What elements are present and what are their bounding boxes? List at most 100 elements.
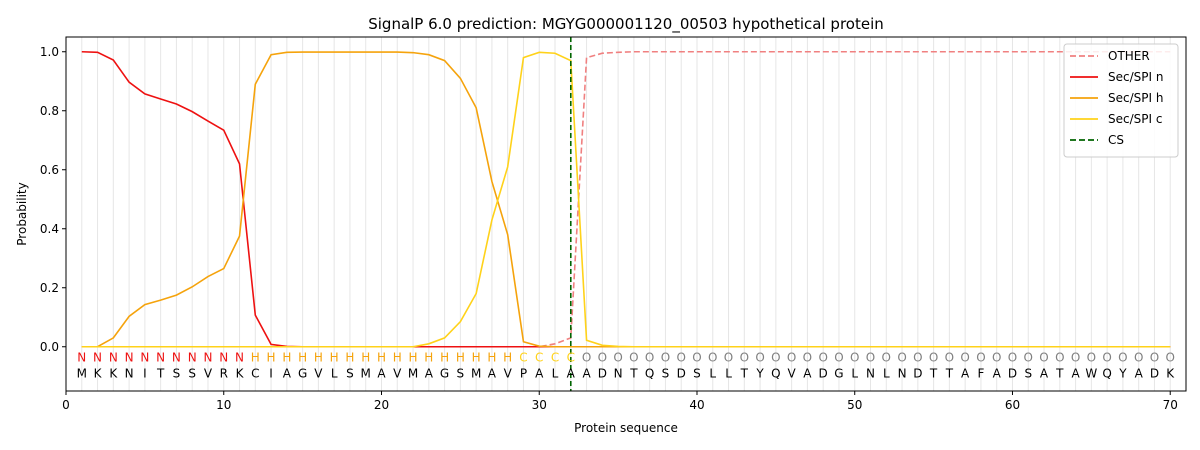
- region-label: H: [314, 351, 323, 365]
- residue-letter: A: [488, 367, 497, 381]
- residue-letter: I: [269, 367, 273, 381]
- region-label: O: [976, 351, 985, 365]
- axes: 0 10 20 30 40 50 60 70 0.0 0.2 0.4 0.6 0.8 1.0: [40, 45, 1178, 412]
- region-label: O: [803, 351, 812, 365]
- region-label: H: [298, 351, 307, 365]
- residue-letter: A: [1071, 367, 1080, 381]
- residue-letter: G: [834, 367, 843, 381]
- residue-letter: I: [143, 367, 147, 381]
- x-tick-label: 50: [847, 398, 862, 412]
- residue-letter: S: [346, 367, 354, 381]
- residue-letter: A: [1135, 367, 1144, 381]
- residue-letter: N: [614, 367, 623, 381]
- residue-letter: A: [961, 367, 970, 381]
- x-tick-label: 30: [532, 398, 547, 412]
- x-tick-label: 20: [374, 398, 389, 412]
- residue-letter: M: [408, 367, 418, 381]
- x-tick-label: 0: [62, 398, 70, 412]
- residue-letter: T: [929, 367, 938, 381]
- region-label: H: [487, 351, 496, 365]
- region-label: O: [1118, 351, 1127, 365]
- region-label: H: [361, 351, 370, 365]
- plot-area: [81, 37, 1171, 391]
- region-label: H: [424, 351, 433, 365]
- residue-letter: W: [1085, 367, 1097, 381]
- region-label: O: [645, 351, 654, 365]
- region-label: O: [613, 351, 622, 365]
- residue-letter: D: [819, 367, 828, 381]
- region-label: H: [282, 351, 291, 365]
- series-line-other: [81, 50, 1171, 348]
- residue-letter: A: [425, 367, 434, 381]
- region-label: O: [866, 351, 875, 365]
- region-label: O: [708, 351, 717, 365]
- region-label: N: [93, 351, 102, 365]
- residue-letter: T: [1055, 367, 1064, 381]
- residue-letter: A: [582, 367, 591, 381]
- residue-letter: L: [552, 367, 559, 381]
- residue-letter: N: [125, 367, 134, 381]
- region-label: O: [1134, 351, 1143, 365]
- region-label: O: [1008, 351, 1017, 365]
- region-label: H: [456, 351, 465, 365]
- residue-letter: A: [377, 367, 386, 381]
- residue-letter: M: [77, 367, 87, 381]
- x-axis-label: Protein sequence: [574, 421, 678, 435]
- region-label: C: [535, 351, 543, 365]
- y-tick-label: 0.6: [40, 163, 59, 177]
- legend-entry: Sec/SPI c: [1108, 112, 1162, 126]
- series-line-sec-spi-c: [81, 51, 1171, 348]
- region-label: N: [235, 351, 244, 365]
- region-label: O: [850, 351, 859, 365]
- residue-letter: F: [977, 367, 984, 381]
- region-label: H: [409, 351, 418, 365]
- region-label: O: [692, 351, 701, 365]
- residue-letter: A: [803, 367, 812, 381]
- region-label: H: [330, 351, 339, 365]
- residue-letter: T: [156, 367, 165, 381]
- region-label: O: [1039, 351, 1048, 365]
- residue-letter: T: [740, 367, 749, 381]
- residue-letter: Q: [645, 367, 654, 381]
- residue-letter: T: [629, 367, 638, 381]
- residue-letter: M: [361, 367, 371, 381]
- residue-letter: S: [188, 367, 196, 381]
- region-label: O: [1071, 351, 1080, 365]
- region-label: O: [1024, 351, 1033, 365]
- residue-letter: S: [457, 367, 465, 381]
- legend-box: [1063, 43, 1179, 158]
- residue-letter: K: [109, 367, 118, 381]
- region-label: H: [345, 351, 354, 365]
- residue-letter: A: [283, 367, 292, 381]
- region-label: O: [629, 351, 638, 365]
- region-label: H: [393, 351, 402, 365]
- residue-letter: D: [913, 367, 922, 381]
- region-label: O: [960, 351, 969, 365]
- residue-letter: L: [851, 367, 858, 381]
- grid-lines: [81, 37, 1171, 391]
- residue-letter: K: [1166, 367, 1175, 381]
- residue-letter: P: [520, 367, 527, 381]
- region-label: O: [787, 351, 796, 365]
- region-label: H: [472, 351, 481, 365]
- legend-entry: Sec/SPI h: [1108, 91, 1163, 105]
- region-label: H: [251, 351, 260, 365]
- residue-letter: M: [471, 367, 481, 381]
- residue-letter: A: [993, 367, 1002, 381]
- residue-letter: S: [693, 367, 701, 381]
- y-tick-label: 1.0: [40, 45, 59, 59]
- region-label: C: [551, 351, 559, 365]
- y-tick-label: 0.4: [40, 222, 59, 236]
- residue-letter: Q: [1102, 367, 1111, 381]
- residue-letter: G: [440, 367, 449, 381]
- residue-letter: L: [331, 367, 338, 381]
- residue-letter: S: [173, 367, 181, 381]
- legend: OTHER Sec/SPI n Sec/SPI h Sec/SPI c CS: [1063, 43, 1179, 158]
- region-label: N: [77, 351, 86, 365]
- region-label: O: [1165, 351, 1174, 365]
- residue-letter: K: [236, 367, 245, 381]
- residue-letter: V: [393, 367, 402, 381]
- residue-letter: S: [662, 367, 670, 381]
- residue-letter: T: [945, 367, 954, 381]
- x-tick-label: 60: [1005, 398, 1020, 412]
